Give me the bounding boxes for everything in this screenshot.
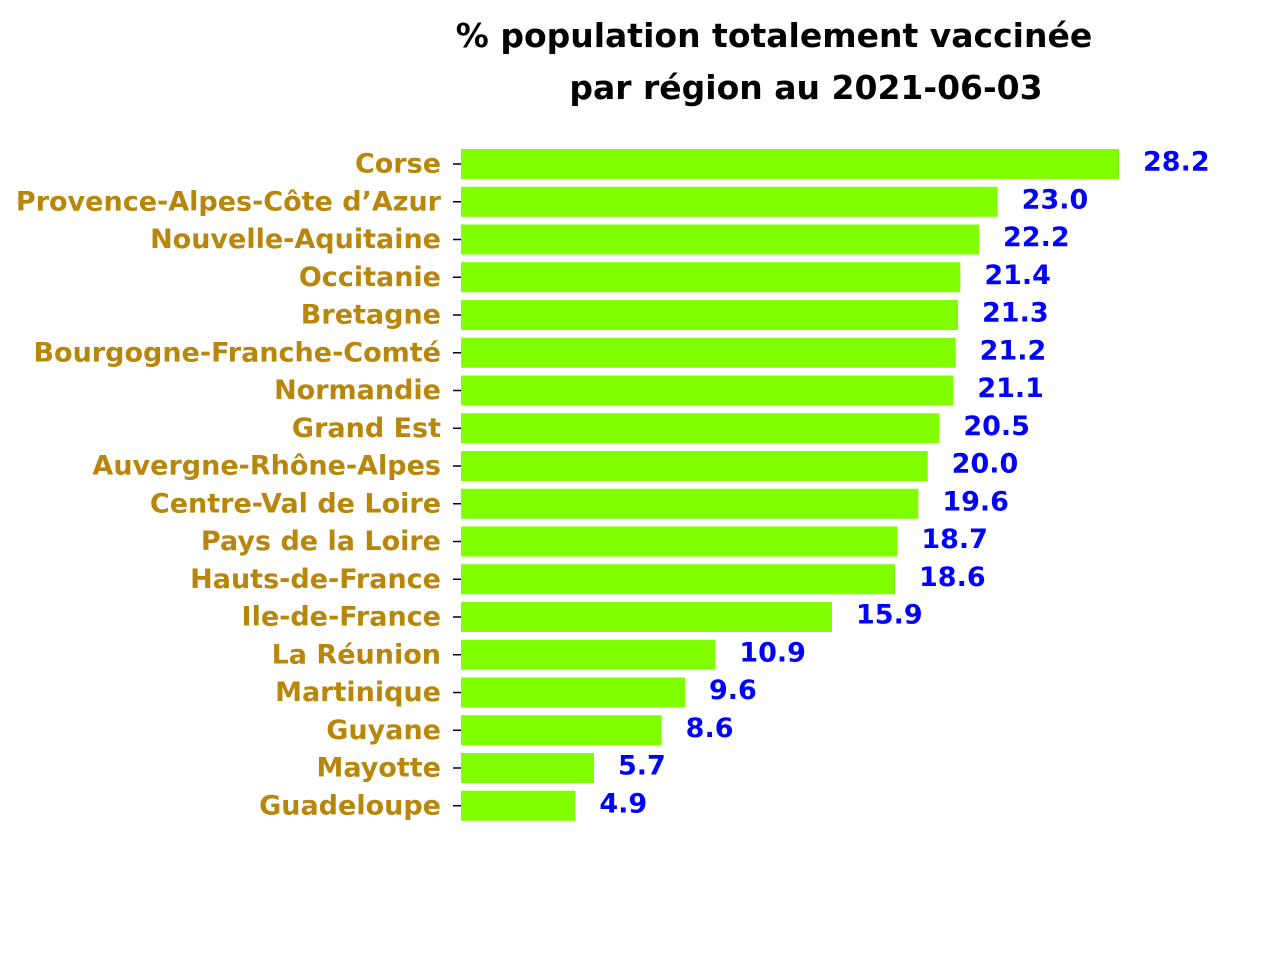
bar-value-label: 15.9	[856, 600, 923, 631]
bar-value-label: 19.6	[942, 486, 1009, 517]
bar	[461, 300, 958, 330]
bar-value-label: 20.5	[963, 411, 1030, 442]
y-tick-label: Bourgogne-Franche-Comté	[33, 337, 441, 368]
y-tick-label: Pays de la Loire	[201, 526, 441, 557]
bar-value-label: 21.4	[984, 260, 1051, 291]
chart-title-line-2: par région au 2021-06-03	[569, 68, 1042, 107]
bar-value-label: 10.9	[739, 637, 806, 668]
bar	[461, 790, 576, 821]
y-tick-label: Guyane	[326, 715, 441, 746]
y-tick-label: Centre-Val de Loire	[150, 488, 441, 519]
bar	[461, 526, 898, 557]
y-axis: Corse Provence-Alpes-Côte d’Azur Nouvelle-…	[16, 149, 461, 821]
bar-value-label: 23.0	[1022, 184, 1089, 215]
y-tick-label: Auvergne-Rhône-Alpes	[92, 451, 441, 482]
y-tick-label: Guadeloupe	[259, 790, 441, 821]
value-labels: 28.2 23.0 22.2 21.4 21.3 21.2 21.1 20.5 20.0 19.6…	[599, 147, 1209, 820]
bar-value-label: 5.7	[618, 751, 666, 782]
y-tick-label: Provence-Alpes-Côte d’Azur	[16, 186, 442, 217]
bar	[461, 186, 998, 217]
bar	[461, 753, 594, 783]
bar-value-label: 4.9	[599, 788, 647, 819]
y-tick-label: Occitanie	[299, 262, 441, 293]
bar-value-label: 9.6	[709, 675, 757, 706]
bar-value-label: 21.3	[982, 298, 1049, 329]
bar	[461, 602, 832, 632]
y-tick-label: La Réunion	[272, 639, 441, 670]
chart-title-line-1: % population totalement vaccinée	[456, 16, 1092, 55]
bar	[461, 337, 956, 368]
bar-value-label: 21.1	[977, 373, 1044, 404]
bar	[461, 375, 954, 406]
bar-value-label: 21.2	[980, 335, 1047, 366]
bar	[461, 262, 961, 293]
bar	[461, 564, 895, 595]
bar	[461, 715, 662, 746]
bar	[461, 677, 685, 708]
bar	[461, 224, 979, 255]
bar-value-label: 18.7	[921, 524, 988, 555]
chart-title: % population totalement vaccinée par rég…	[456, 16, 1092, 107]
y-tick-label: Nouvelle-Aquitaine	[150, 224, 441, 255]
y-tick-label: Grand Est	[292, 413, 441, 444]
bars	[461, 149, 1119, 821]
bar	[461, 639, 716, 670]
y-tick-label: Bretagne	[301, 300, 441, 331]
bar-value-label: 22.2	[1003, 222, 1070, 253]
y-tick-label: Corse	[355, 149, 441, 180]
bar	[461, 488, 919, 519]
bar	[461, 149, 1119, 179]
y-tick-label: Mayotte	[316, 753, 441, 784]
y-tick-label: Hauts-de-France	[190, 564, 441, 595]
bar-value-label: 20.0	[952, 449, 1019, 480]
bar-value-label: 28.2	[1143, 147, 1210, 178]
bar	[461, 451, 928, 481]
bar-value-label: 18.6	[919, 562, 986, 593]
bar	[461, 413, 940, 444]
bar-value-label: 8.6	[686, 713, 734, 744]
y-tick-label: Normandie	[274, 375, 441, 406]
y-tick-label: Ile-de-France	[242, 602, 441, 633]
y-tick-label: Martinique	[275, 677, 441, 708]
